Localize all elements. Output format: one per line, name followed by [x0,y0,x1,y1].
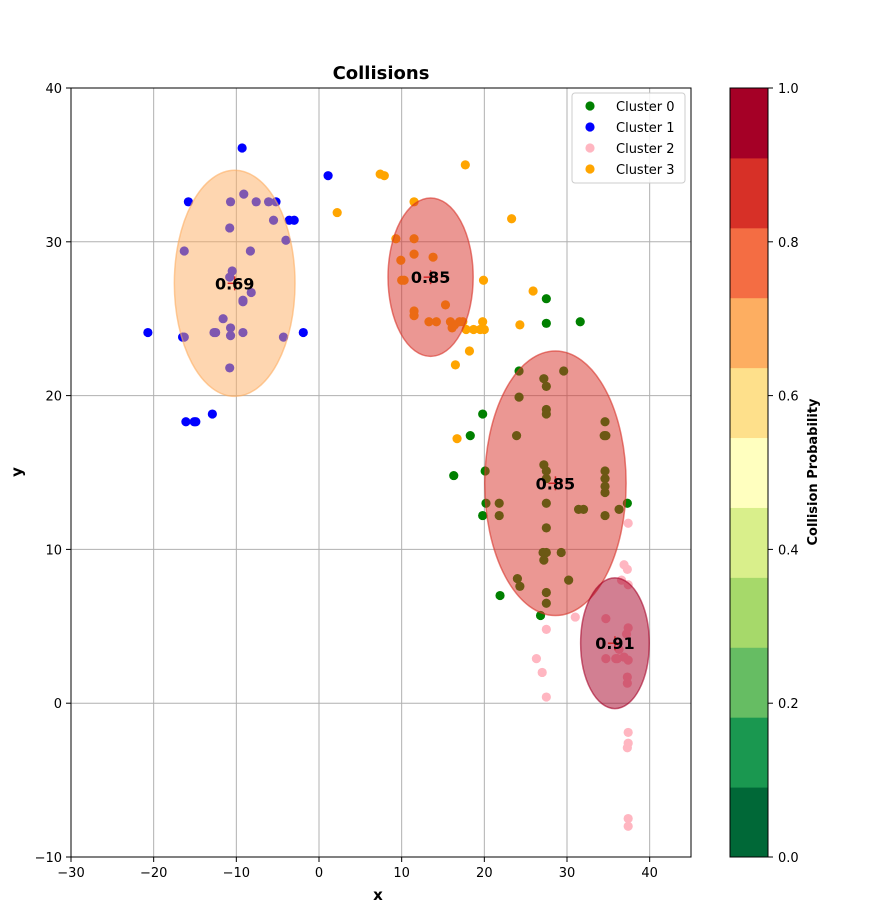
plot-content: 0.69 0.85 0.85 0.91 [143,143,651,831]
y-tick-label: 30 [45,236,62,251]
scatter-point-cluster-1 [298,327,308,338]
colorbar-tick-label: 0.4 [778,543,799,558]
scatter-point-cluster-3 [507,214,517,224]
x-tick-label: −10 [223,866,250,881]
scatter-point-cluster-2 [623,813,633,824]
scatter-point-cluster-3 [464,346,475,356]
scatter-point-cluster-1 [191,417,201,427]
scatter-point-cluster-3 [379,171,389,181]
scatter-point-cluster-3 [528,286,538,296]
colorbar-tick-label: 0.2 [778,697,799,712]
legend-marker [585,143,595,153]
colorbar-segment [730,297,768,369]
y-tick-label: 20 [45,390,62,405]
legend: Cluster 0 Cluster 1 Cluster 2 Cluster 3 [571,92,686,184]
scatter-point-cluster-2 [537,667,547,678]
scatter-point-cluster-0 [449,470,459,481]
colorbar-segment [730,367,768,439]
scatter-point-cluster-1 [289,215,299,225]
scatter-point-cluster-2 [623,518,633,528]
scatter-point-cluster-2 [570,612,580,622]
scatter-point-cluster-2 [531,653,542,664]
ellipse-probability-label: 0.91 [595,634,634,653]
colorbar-tick-label: 0.8 [778,236,799,251]
colorbar: 0.0 0.2 0.4 0.6 0.8 1.0 [729,82,799,866]
colorbar-tick-label: 1.0 [778,82,799,97]
scatter-point-cluster-2 [541,624,551,634]
scatter-point-cluster-0 [541,318,551,328]
colorbar-segment [730,647,768,718]
scatter-point-cluster-0 [575,317,585,327]
legend-label: Cluster 1 [616,121,675,136]
y-tick-label: −10 [35,851,62,866]
scatter-point-cluster-0 [478,409,488,419]
colorbar-segment [730,437,768,508]
ellipse-probability-label: 0.85 [536,474,575,493]
scatter-point-cluster-3 [450,360,460,370]
colorbar-segment [730,88,768,159]
x-tick-label: −20 [140,866,167,881]
y-tick-label: 10 [45,543,62,558]
scatter-point-cluster-2 [541,692,551,702]
y-axis-title: y [8,467,26,477]
legend-box [571,92,686,184]
scatter-point-cluster-0 [478,510,488,521]
y-tick-label: 40 [45,82,62,97]
colorbar-segment [730,787,768,858]
scatter-point-cluster-1 [183,197,193,207]
x-tick-label: 30 [559,866,576,881]
colorbar-segment [730,157,768,229]
scatter-point-cluster-3 [468,324,479,335]
scatter-point-cluster-1 [323,171,333,181]
legend-marker [585,101,595,111]
legend-marker [585,164,595,174]
scatter-point-cluster-1 [143,327,153,338]
colorbar-tick-label: 0.0 [778,851,799,866]
plot-frame [70,87,692,858]
scatter-point-cluster-2 [622,743,632,753]
colorbar-segment [730,717,768,788]
scatter-point-cluster-0 [465,430,475,441]
x-axis-title: x [373,886,383,904]
x-tick-label: 20 [476,866,493,881]
colorbar-segment [730,507,768,578]
scatter-point-cluster-1 [237,143,247,153]
x-tick-label: 40 [641,866,658,881]
scatter-point-cluster-3 [460,160,470,170]
scatter-point-cluster-3 [332,207,342,218]
legend-label: Cluster 0 [616,100,675,115]
scatter-point-cluster-3 [478,317,488,327]
x-tick-label: −30 [57,866,84,881]
y-tick-label: 0 [54,697,62,712]
legend-label: Cluster 2 [616,142,675,157]
plot-area: 0.69 0.85 0.85 0.91 −30 −20 −10 0 10 20 30 40 −10 0 10… [35,82,692,881]
scatter-point-cluster-0 [541,294,551,304]
ellipse-probability-label: 0.69 [215,274,254,293]
colorbar-title: Collision Probability [806,398,821,546]
x-tick-label: 10 [393,866,410,881]
legend-label: Cluster 3 [616,163,675,178]
scatter-point-cluster-3 [478,275,489,285]
colorbar-frame [729,87,769,858]
scatter-point-cluster-3 [479,324,489,335]
colorbar-segment [730,227,768,299]
scatter-point-cluster-2 [623,727,633,738]
scatter-point-cluster-2 [622,564,632,574]
scatter-point-cluster-1 [181,417,191,427]
scatter-point-cluster-3 [452,434,462,444]
scatter-point-cluster-3 [515,320,525,330]
x-tick-label: 0 [315,866,323,881]
scatter-point-cluster-0 [495,590,505,601]
ellipse-probability-label: 0.85 [411,268,450,287]
colorbar-segment [730,577,768,648]
scatter-point-cluster-1 [207,409,217,419]
scatter-point-cluster-2 [623,821,633,831]
legend-marker [585,122,595,132]
chart-title: Collisions [333,63,430,84]
colorbar-tick-label: 0.6 [778,390,799,405]
